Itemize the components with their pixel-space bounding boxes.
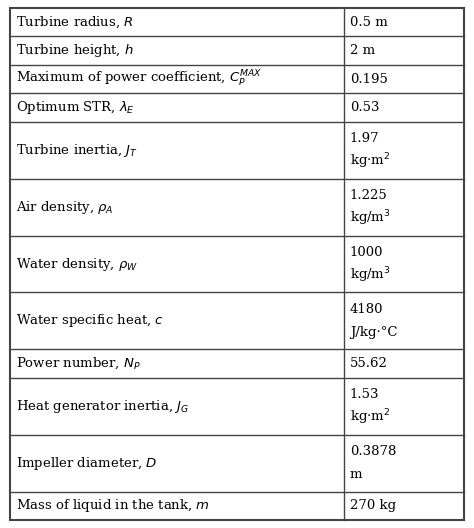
Text: kg/m$^3$: kg/m$^3$: [350, 209, 391, 228]
Text: Power number, $N_P$: Power number, $N_P$: [16, 356, 141, 371]
Text: Water density, $\rho_W$: Water density, $\rho_W$: [16, 256, 138, 272]
Text: kg/m$^3$: kg/m$^3$: [350, 266, 391, 285]
Text: 0.53: 0.53: [350, 101, 379, 114]
Text: 2 m: 2 m: [350, 44, 375, 57]
Text: Air density, $\rho_A$: Air density, $\rho_A$: [16, 199, 114, 215]
Text: kg·m$^2$: kg·m$^2$: [350, 152, 390, 172]
Text: Maximum of power coefficient, $C_P^{MAX}$: Maximum of power coefficient, $C_P^{MAX}…: [16, 69, 262, 89]
Text: Turbine radius, $R$: Turbine radius, $R$: [16, 14, 134, 30]
Text: kg·m$^2$: kg·m$^2$: [350, 408, 390, 427]
Text: 1.225: 1.225: [350, 189, 387, 202]
Text: Turbine inertia, $J_T$: Turbine inertia, $J_T$: [16, 142, 138, 159]
Text: Water specific heat, $c$: Water specific heat, $c$: [16, 313, 164, 329]
Text: m: m: [350, 468, 362, 481]
Text: 0.195: 0.195: [350, 73, 388, 86]
Text: Optimum STR, $\lambda_E$: Optimum STR, $\lambda_E$: [16, 99, 135, 116]
Text: Heat generator inertia, $J_G$: Heat generator inertia, $J_G$: [16, 398, 189, 414]
Text: Mass of liquid in the tank, $m$: Mass of liquid in the tank, $m$: [16, 497, 210, 514]
Text: 270 kg: 270 kg: [350, 499, 396, 512]
Text: 1000: 1000: [350, 246, 383, 259]
Text: 4180: 4180: [350, 303, 383, 316]
Text: 55.62: 55.62: [350, 357, 388, 370]
Text: J/kg·°C: J/kg·°C: [350, 326, 397, 339]
Text: 0.5 m: 0.5 m: [350, 16, 387, 29]
Text: Turbine height, $h$: Turbine height, $h$: [16, 42, 134, 59]
Text: 0.3878: 0.3878: [350, 445, 396, 458]
Text: Impeller diameter, $D$: Impeller diameter, $D$: [16, 455, 157, 472]
Text: 1.53: 1.53: [350, 389, 379, 401]
Text: 1.97: 1.97: [350, 133, 379, 145]
